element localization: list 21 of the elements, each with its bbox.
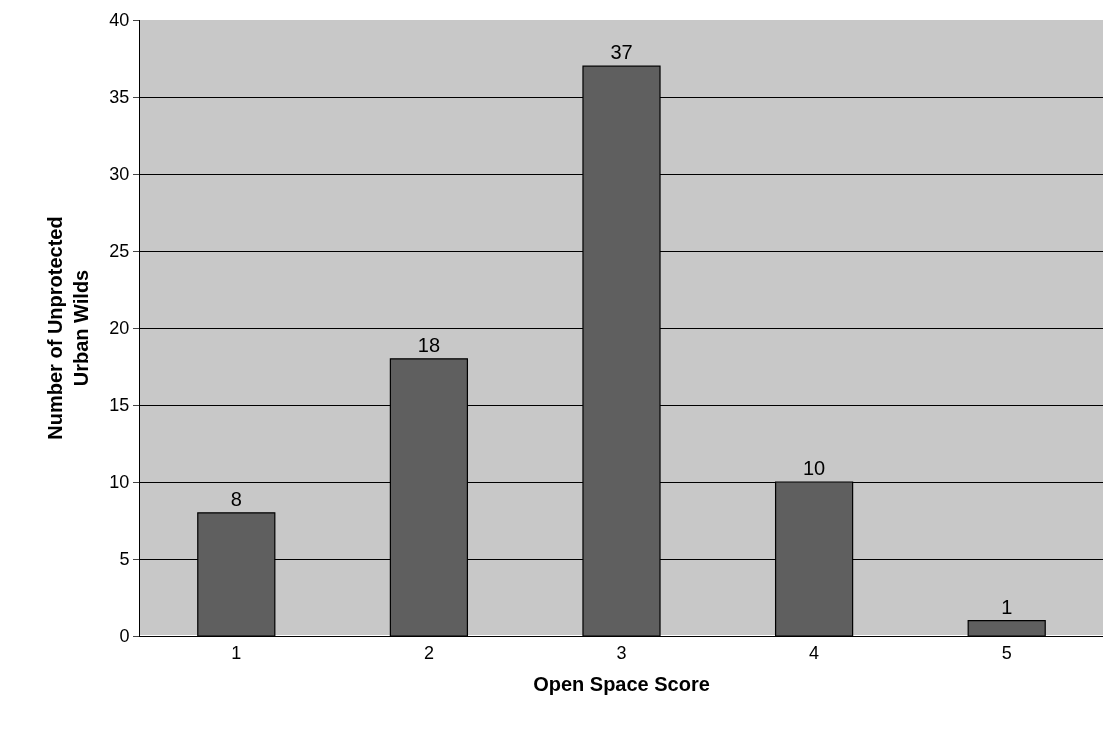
y-tick-label: 40 (109, 10, 130, 31)
x-tick-label: 5 (1001, 642, 1012, 663)
x-tick-label: 2 (423, 642, 434, 663)
y-tick-label: 0 (119, 626, 130, 647)
data-label: 37 (610, 41, 633, 64)
y-tick-label: 20 (109, 318, 130, 339)
x-tick-label: 3 (616, 642, 627, 663)
y-axis-title: Number of Unprotected Urban Wilds (43, 216, 92, 440)
data-label: 18 (417, 333, 441, 356)
data-label: 10 (802, 457, 826, 479)
x-tick-label: 1 (231, 642, 242, 663)
data-label: 8 (230, 487, 242, 510)
y-tick-label: 15 (109, 395, 130, 416)
y-tick-label: 35 (109, 87, 130, 108)
x-axis-title: Open Space Score (533, 673, 710, 696)
x-tick-label: 4 (809, 642, 820, 663)
data-label: 1 (1001, 595, 1013, 618)
y-tick-label: 10 (109, 472, 130, 493)
y-tick-label: 30 (109, 164, 130, 185)
y-tick-label: 25 (109, 241, 130, 262)
y-tick-label: 5 (119, 549, 130, 570)
